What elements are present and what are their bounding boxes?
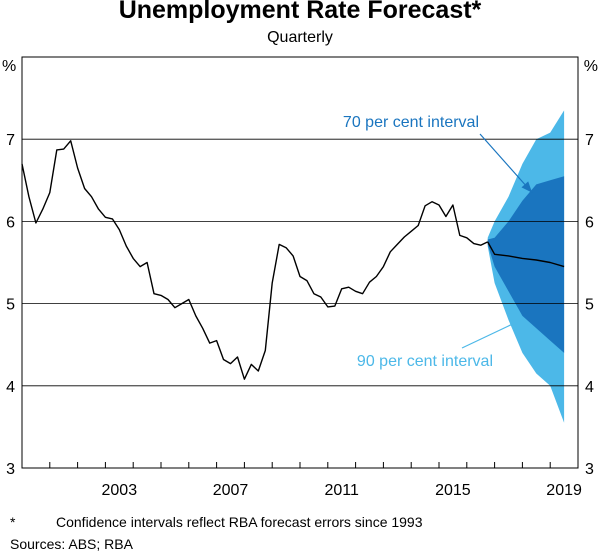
y-tick-label-right-4: 4 bbox=[585, 379, 594, 396]
arrow-90-per-cent-head bbox=[509, 320, 522, 329]
arrow-70-per-cent-shaft bbox=[479, 133, 533, 194]
x-tick-label-2019: 2019 bbox=[546, 482, 582, 499]
x-tick-label-2015: 2015 bbox=[435, 482, 471, 499]
tick-labels: 3 3 4 4 5 5 6 6 7 7% % 2003 2007 2011 2015 2019 bbox=[2, 58, 598, 499]
interval-bands bbox=[487, 110, 565, 423]
actual-unemployment-line bbox=[21, 140, 488, 380]
series-lines bbox=[21, 140, 565, 380]
y-unit-left: % bbox=[2, 58, 16, 75]
chart-title: Unemployment Rate Forecast* bbox=[118, 0, 482, 24]
annotations: 70 per cent interval 90 per cent interval bbox=[343, 114, 533, 370]
x-tick-label-2007: 2007 bbox=[213, 482, 249, 499]
y-tick-label-right-3: 3 bbox=[585, 461, 594, 478]
footnote-text: Confidence intervals reflect RBA forecas… bbox=[56, 514, 423, 530]
arrow-70-per-cent-head bbox=[521, 181, 533, 193]
tick-marks bbox=[49, 462, 551, 468]
chart-subtitle: Quarterly bbox=[267, 29, 333, 46]
x-tick-label-2011: 2011 bbox=[324, 482, 359, 499]
y-tick-label-right-7: 7 bbox=[585, 132, 594, 149]
annotation-90-per-cent: 90 per cent interval bbox=[357, 353, 493, 370]
y-tick-label-left-3: 3 bbox=[6, 461, 15, 478]
y-tick-label-left-4: 4 bbox=[6, 379, 15, 396]
x-tick-label-2003: 2003 bbox=[102, 482, 138, 499]
central-forecast-line bbox=[487, 241, 565, 268]
band-70-per-cent bbox=[487, 176, 565, 353]
y-unit-right: % bbox=[584, 58, 598, 75]
y-tick-label-left-6: 6 bbox=[6, 214, 15, 231]
y-tick-label-left-5: 5 bbox=[6, 297, 15, 314]
footnote-mark: * bbox=[10, 514, 16, 530]
y-tick-label-right-5: 5 bbox=[585, 297, 594, 314]
y-tick-label-left-7: 7 bbox=[6, 132, 15, 149]
y-tick-label-right-6: 6 bbox=[585, 214, 594, 231]
sources-note: Sources: ABS; RBA bbox=[10, 536, 133, 552]
annotation-70-per-cent: 70 per cent interval bbox=[343, 114, 479, 131]
